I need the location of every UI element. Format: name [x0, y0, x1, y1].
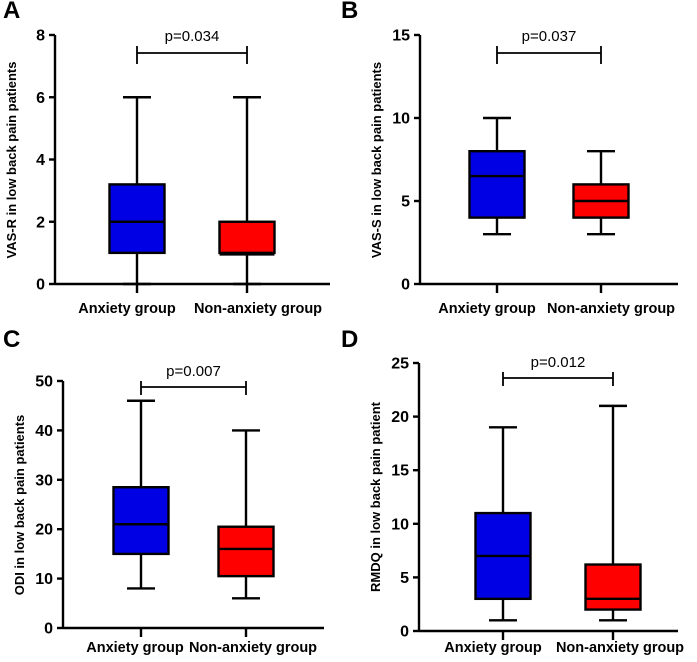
- svg-text:p=0.007: p=0.007: [166, 363, 221, 380]
- svg-text:VAS-R in low back pain patient: VAS-R in low back pain patients: [4, 62, 19, 259]
- svg-text:p=0.037: p=0.037: [522, 28, 577, 45]
- svg-text:4: 4: [36, 152, 45, 169]
- svg-text:50: 50: [35, 374, 53, 391]
- svg-text:0: 0: [36, 277, 45, 294]
- svg-text:p=0.034: p=0.034: [165, 28, 220, 45]
- svg-text:5: 5: [400, 570, 409, 587]
- svg-text:20: 20: [391, 409, 409, 426]
- svg-text:6: 6: [36, 90, 45, 107]
- svg-text:Non-anxiety group: Non-anxiety group: [556, 640, 684, 656]
- svg-text:2: 2: [36, 214, 45, 231]
- svg-text:0: 0: [400, 624, 409, 641]
- svg-text:15: 15: [391, 463, 409, 480]
- svg-text:ODI in low back pain patients: ODI in low back pain patients: [12, 415, 27, 596]
- svg-text:Anxiety group: Anxiety group: [444, 640, 542, 656]
- svg-text:p=0.012: p=0.012: [531, 354, 586, 371]
- svg-text:C: C: [3, 326, 20, 353]
- svg-text:15: 15: [392, 28, 410, 45]
- svg-text:20: 20: [35, 522, 53, 539]
- svg-text:0: 0: [44, 621, 53, 638]
- svg-text:Non-anxiety group: Non-anxiety group: [189, 640, 317, 656]
- svg-text:10: 10: [391, 516, 409, 533]
- svg-text:0: 0: [401, 277, 410, 294]
- svg-text:25: 25: [391, 356, 409, 373]
- svg-text:8: 8: [36, 28, 45, 45]
- svg-text:Non-anxiety group: Non-anxiety group: [194, 301, 322, 317]
- svg-text:Anxiety group: Anxiety group: [86, 640, 184, 656]
- svg-text:A: A: [3, 0, 20, 24]
- svg-text:VAS-S in low back pain patient: VAS-S in low back pain patients: [369, 62, 384, 258]
- svg-text:RMDQ in low back pain patient: RMDQ in low back pain patient: [368, 401, 383, 592]
- svg-text:40: 40: [35, 423, 53, 440]
- svg-text:Anxiety group: Anxiety group: [438, 301, 536, 317]
- svg-text:30: 30: [35, 472, 53, 489]
- svg-text:Anxiety group: Anxiety group: [78, 301, 176, 317]
- svg-text:5: 5: [401, 194, 410, 211]
- svg-text:10: 10: [392, 111, 410, 128]
- svg-text:B: B: [341, 0, 358, 24]
- svg-text:Non-anxiety group: Non-anxiety group: [547, 301, 675, 317]
- svg-text:D: D: [341, 326, 358, 353]
- svg-text:10: 10: [35, 571, 53, 588]
